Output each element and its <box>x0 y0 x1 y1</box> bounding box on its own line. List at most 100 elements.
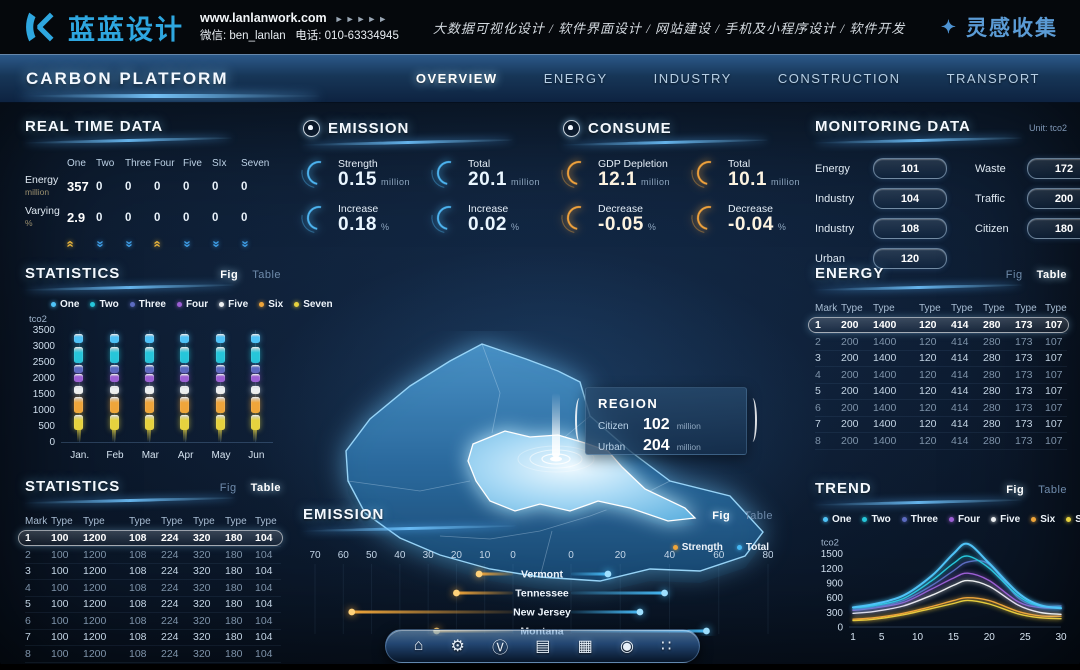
stat-value: 0.15 million <box>338 169 410 190</box>
region-map[interactable] <box>290 331 800 616</box>
table-row[interactable]: 3 100 1200 108 224 320 180 104 <box>25 564 281 580</box>
table-cell: 1200 <box>83 565 107 578</box>
legend-item[interactable]: Seven <box>294 299 333 310</box>
table-row[interactable]: 2 200 1400 120 414 280 173 107 <box>815 334 1067 350</box>
chart-segment <box>144 334 154 344</box>
table-row[interactable]: 4 100 1200 108 224 320 180 104 <box>25 580 281 596</box>
column-header: Type <box>161 516 183 528</box>
stat-value: 0.18% <box>338 213 390 235</box>
camera-icon[interactable]: ◉ <box>619 638 634 655</box>
chart-segment <box>180 415 190 430</box>
chart-icon[interactable]: ▦ <box>577 638 593 655</box>
y-tick: 900 <box>826 579 843 590</box>
site-url[interactable]: www.lanlanwork.com <box>200 11 327 25</box>
table-cell: 173 <box>1015 335 1033 348</box>
table-toggle-button[interactable]: Table <box>744 510 773 522</box>
monitoring-grid: Energy 101 Waste 172 Industry 104 Traffic 2… <box>815 158 1080 269</box>
table-row[interactable]: 7 200 1400 120 414 280 173 107 <box>815 417 1067 433</box>
nav-tab-transport[interactable]: TRANSPORT <box>946 71 1040 86</box>
stat-label: Decrease <box>598 202 643 215</box>
table-row[interactable]: 4 200 1400 120 414 280 173 107 <box>815 367 1067 383</box>
table-toggle-button[interactable]: Table <box>1036 269 1067 281</box>
gear-icon[interactable]: ⚙ <box>450 638 465 655</box>
x-tick: Jan. <box>70 450 90 461</box>
legend-item[interactable]: Two <box>862 514 891 525</box>
table-cell: 108 <box>129 548 147 561</box>
legend-item[interactable]: Two <box>90 299 119 310</box>
monitor-label: Citizen <box>975 222 1009 235</box>
fig-toggle-button[interactable]: Fig <box>219 482 237 494</box>
chart-segment <box>180 346 190 363</box>
column-header: Type <box>1015 303 1037 315</box>
table-row[interactable]: 8 100 1200 108 224 320 180 104 <box>25 646 281 662</box>
collect-link[interactable]: ✦ 灵感收集 <box>941 12 1058 42</box>
y-tick: 1500 <box>32 389 55 400</box>
legend-item[interactable]: One <box>823 514 851 525</box>
section-title: STATISTICS <box>25 478 121 495</box>
medal-icon[interactable]: Ⓥ <box>492 640 509 657</box>
table-row[interactable]: 7 100 1200 108 224 320 180 104 <box>25 630 281 646</box>
table-row[interactable]: 3 200 1400 120 414 280 173 107 <box>815 351 1067 367</box>
table-toggle-button[interactable]: Table <box>1038 484 1067 496</box>
building-icon[interactable]: ▤ <box>535 638 551 655</box>
legend-item[interactable]: Four <box>948 514 980 525</box>
legend-item[interactable]: Strength <box>672 542 723 553</box>
column-header: Three <box>125 158 152 169</box>
table-row[interactable]: 5 200 1400 120 414 280 173 107 <box>815 384 1067 400</box>
title-underline <box>815 497 1067 506</box>
table-toggle-button[interactable]: Table <box>250 482 281 494</box>
table-row[interactable]: 8 200 1400 120 414 280 173 107 <box>815 433 1067 449</box>
stat-value: -0.04% <box>728 213 787 235</box>
apps-icon[interactable]: ∷ <box>661 638 672 655</box>
legend-item[interactable]: Five <box>219 299 248 310</box>
legend-item[interactable]: Five <box>991 514 1020 525</box>
home-icon[interactable]: ⌂ <box>413 637 424 654</box>
legend-item[interactable]: Four <box>176 299 208 310</box>
table-row[interactable]: 6 100 1200 108 224 320 180 104 <box>25 613 281 629</box>
table-cell: 1 <box>815 319 821 332</box>
fig-toggle-button[interactable]: Fig <box>220 269 239 281</box>
table-cell: 4 <box>815 368 821 381</box>
table-cell: 104 <box>255 631 273 644</box>
table-cell: 100 <box>51 548 69 561</box>
fig-toggle-button[interactable]: Fig <box>1005 269 1023 281</box>
nav-tab-overview[interactable]: OVERVIEW <box>415 71 498 86</box>
emission-stats-section: EMISSION Strength 0.15 million Total 20.1… <box>302 120 559 235</box>
monitor-label: Traffic <box>975 192 1005 205</box>
legend-item[interactable]: Seven <box>1066 514 1080 525</box>
table-cell: 414 <box>951 434 969 447</box>
column-header: SIx <box>212 158 227 169</box>
table-cell: 414 <box>951 401 969 414</box>
highlight-region[interactable] <box>467 430 697 522</box>
emission-badge-icon <box>303 120 320 137</box>
table-row[interactable]: 1 200 1400 120 414 280 173 107 <box>808 316 1069 334</box>
table-cell: 280 <box>983 401 1001 414</box>
table-row[interactable]: 6 200 1400 120 414 280 173 107 <box>815 400 1067 416</box>
title-underline <box>303 523 563 532</box>
y-tick: 3500 <box>32 325 55 336</box>
nav-tab-energy[interactable]: ENERGY <box>543 71 608 86</box>
table-row[interactable]: 1 100 1200 108 224 320 180 104 <box>18 529 283 547</box>
nav-tab-industry[interactable]: INDUSTRY <box>653 71 732 86</box>
table-cell: 280 <box>983 352 1001 365</box>
legend-item[interactable]: Three <box>129 299 166 310</box>
fig-toggle-button[interactable]: Fig <box>1006 484 1025 496</box>
x-tick: Mar <box>141 450 159 461</box>
tooltip-row: Citizen 102 million <box>598 416 701 433</box>
chart-segment <box>74 334 84 344</box>
legend-item[interactable]: One <box>51 299 79 310</box>
fig-toggle-button[interactable]: Fig <box>712 510 731 522</box>
nav-tab-construction[interactable]: CONSTRUCTION <box>777 71 901 86</box>
stat-item: Increase 0.18% <box>302 201 437 235</box>
table-row[interactable]: 5 100 1200 108 224 320 180 104 <box>25 597 281 613</box>
x-tick: 15 <box>948 632 960 643</box>
legend-item[interactable]: Three <box>901 514 938 525</box>
legend-item[interactable]: Six <box>259 299 283 310</box>
legend-item[interactable]: Total <box>736 542 769 553</box>
table-cell: 104 <box>255 565 273 578</box>
trend-legend: One Two Three Four Five Six Seven <box>823 514 1080 525</box>
table-row[interactable]: 2 100 1200 108 224 320 180 104 <box>25 547 281 563</box>
table-toggle-button[interactable]: Table <box>252 269 281 281</box>
legend-item[interactable]: Six <box>1031 514 1055 525</box>
